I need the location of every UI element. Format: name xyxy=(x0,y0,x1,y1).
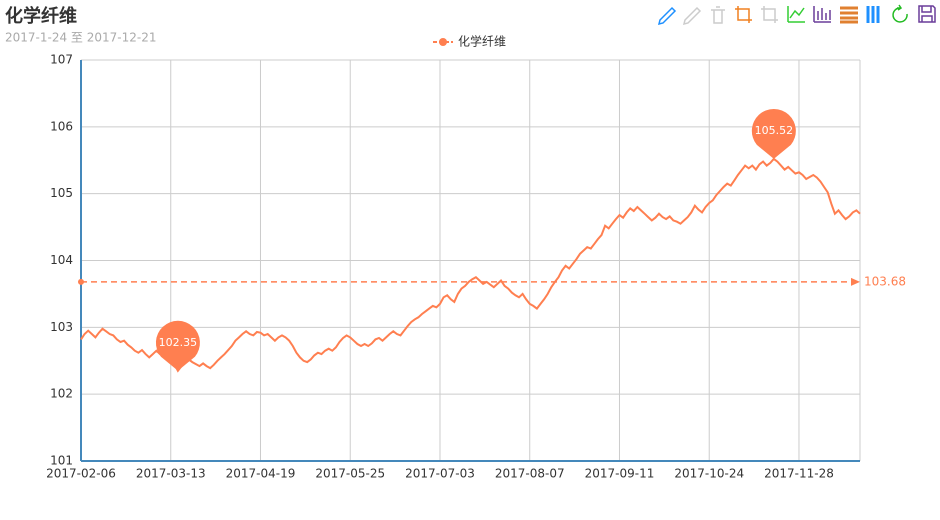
y-tick-label: 107 xyxy=(50,53,73,67)
zoom-tool[interactable] xyxy=(735,6,752,23)
x-tick-label: 2017-10-24 xyxy=(674,467,744,481)
y-tick-label: 103 xyxy=(50,320,73,334)
mark-tool[interactable] xyxy=(657,6,677,26)
bar-tool[interactable] xyxy=(813,6,831,23)
chart-title: 化学纤维 xyxy=(5,5,77,27)
clear-tool[interactable] xyxy=(711,6,725,24)
y-tick-label: 104 xyxy=(50,253,73,267)
toolbox xyxy=(657,4,936,26)
chart-subtitle: 2017-1-24 至 2017-12-21 xyxy=(5,31,156,45)
mark-point-label: 105.52 xyxy=(755,124,794,137)
mark-point-label: 102.35 xyxy=(159,336,198,349)
average-line-start xyxy=(78,278,84,285)
legend-label: 化学纤维 xyxy=(458,34,506,49)
y-tick-label: 101 xyxy=(50,454,73,468)
x-tick-label: 2017-02-06 xyxy=(46,467,116,481)
y-tick-label: 102 xyxy=(50,387,73,401)
x-tick-label: 2017-11-28 xyxy=(764,467,834,481)
y-tick-label: 105 xyxy=(50,186,73,200)
x-tick-label: 2017-03-13 xyxy=(136,467,206,481)
series-line xyxy=(80,157,861,373)
average-line-arrow xyxy=(851,277,860,286)
zoom-back-tool[interactable] xyxy=(761,6,778,23)
average-line-label: 103.68 xyxy=(864,274,906,288)
y-tick-label: 106 xyxy=(50,119,73,133)
mark-undo-tool[interactable] xyxy=(682,6,702,26)
x-tick-label: 2017-08-07 xyxy=(495,467,565,481)
mark-point-pin xyxy=(155,320,200,371)
x-tick-label: 2017-09-11 xyxy=(585,467,655,481)
stack-tool[interactable] xyxy=(840,6,858,24)
line-tool[interactable] xyxy=(787,6,805,23)
x-tick-label: 2017-05-25 xyxy=(315,467,385,481)
legend-marker xyxy=(439,38,447,46)
mark-point-pin xyxy=(751,108,796,159)
x-tick-label: 2017-07-03 xyxy=(405,467,475,481)
restore-tool[interactable] xyxy=(892,4,908,23)
x-tick-label: 2017-04-19 xyxy=(226,467,296,481)
tiled-tool[interactable] xyxy=(866,6,880,23)
save-tool[interactable] xyxy=(918,5,936,23)
